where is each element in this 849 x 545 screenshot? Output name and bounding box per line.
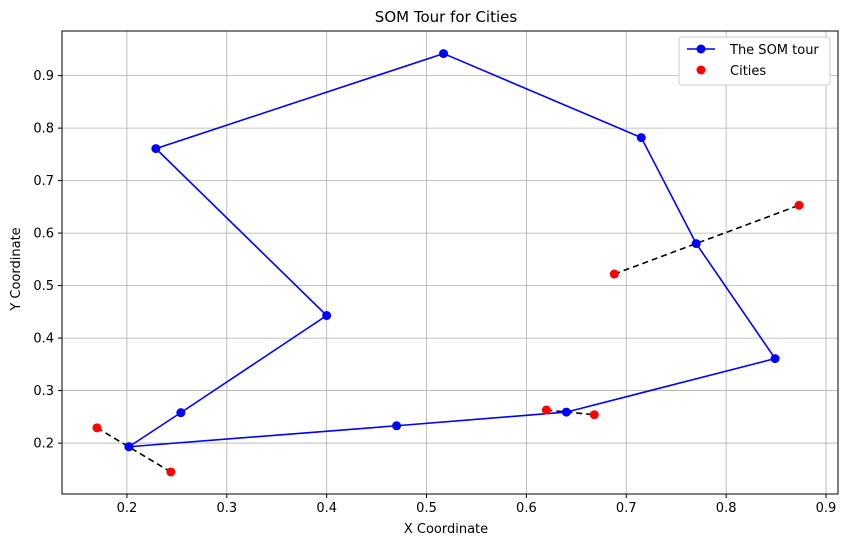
x-tick-label: 0.9 xyxy=(816,501,837,516)
som-tour-node xyxy=(770,354,780,364)
som-tour-node xyxy=(322,311,332,321)
city-point xyxy=(92,423,102,433)
cities xyxy=(92,200,804,477)
som-tour-node xyxy=(691,239,701,249)
som-tour-node xyxy=(636,133,646,143)
legend-tour-marker xyxy=(696,44,706,54)
y-tick-label: 0.7 xyxy=(33,174,54,189)
som-tour xyxy=(124,49,780,452)
city-point xyxy=(589,410,599,420)
y-tick-label: 0.2 xyxy=(33,437,54,452)
y-tick-label: 0.9 xyxy=(33,69,54,84)
x-tick-label: 0.7 xyxy=(616,501,637,516)
x-tick-label: 0.8 xyxy=(716,501,737,516)
legend-cities-marker xyxy=(696,65,706,75)
y-tick-label: 0.8 xyxy=(33,122,54,137)
som-tour-line xyxy=(128,52,777,448)
legend-cities-label: Cities xyxy=(730,64,766,79)
plot-frame xyxy=(61,30,839,495)
ticks: 0.2 0.3 0.4 0.5 0.6 0.7 0.8 0.9 0.2 0.3 0.4 0.5 0.6 0… xyxy=(33,69,836,516)
x-tick-label: 0.6 xyxy=(516,501,537,516)
city-link-dashed-line xyxy=(614,204,800,275)
city-point xyxy=(794,200,804,210)
y-tick-label: 0.5 xyxy=(33,279,54,294)
x-tick-label: 0.2 xyxy=(117,501,138,516)
y-tick-label: 0.3 xyxy=(33,384,54,399)
x-tick-label: 0.5 xyxy=(416,501,437,516)
legend-box xyxy=(678,36,831,86)
som-tour-node xyxy=(392,421,402,431)
x-tick-label: 0.3 xyxy=(216,501,237,516)
x-tick-label: 0.4 xyxy=(316,501,337,516)
y-tick-label: 0.6 xyxy=(33,227,54,242)
legend: The SOM tour Cities xyxy=(678,36,831,86)
y-tick-label: 0.4 xyxy=(33,332,54,347)
som-tour-node xyxy=(561,407,571,417)
x-axis-label: X Coordinate xyxy=(404,522,488,537)
city-point xyxy=(541,405,551,415)
chart-title: SOM Tour for Cities xyxy=(375,8,518,26)
som-tour-node xyxy=(151,144,161,154)
city-point xyxy=(609,269,619,279)
city-point xyxy=(166,467,176,477)
som-tour-node xyxy=(124,442,134,452)
y-axis-label: Y Coordinate xyxy=(9,227,24,311)
city-link-dashed-line xyxy=(96,427,172,473)
som-tour-node xyxy=(176,408,186,418)
som-tour-node xyxy=(439,49,449,59)
legend-tour-label: The SOM tour xyxy=(729,43,819,58)
grid xyxy=(62,31,838,494)
